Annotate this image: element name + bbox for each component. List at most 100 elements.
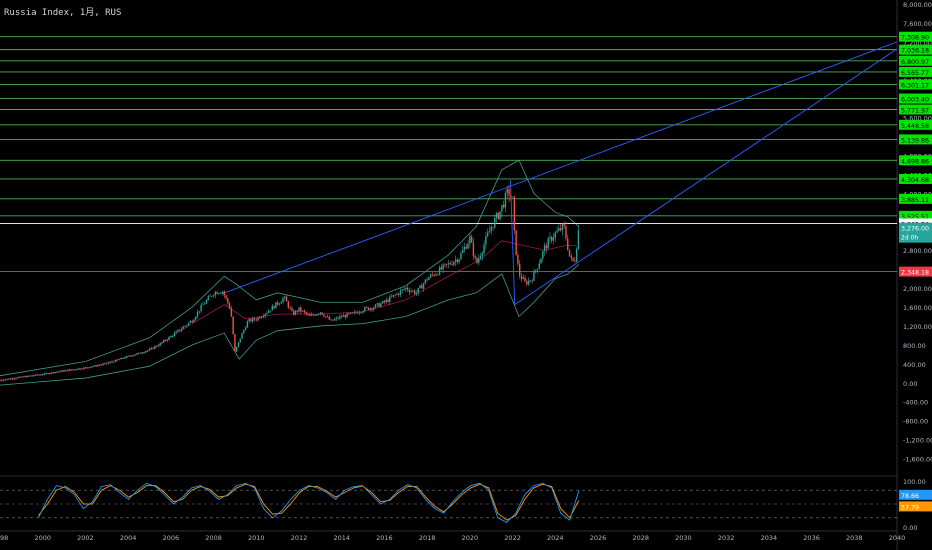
candle-body-92	[163, 340, 165, 343]
stochastic-pane	[0, 482, 897, 523]
candle-body-215	[381, 301, 384, 304]
level-label-3: 6,565.77	[901, 70, 929, 77]
candle-body-105	[186, 324, 188, 326]
candle-body-319	[567, 238, 569, 250]
candle-body-109	[193, 319, 195, 323]
price-tick-label: 8,000.00	[903, 1, 932, 9]
candle-body-107	[189, 321, 192, 323]
candle-body-184	[326, 316, 329, 318]
candle-body-52	[91, 366, 94, 368]
candle-body-10	[17, 377, 19, 379]
candle-body-251	[446, 263, 448, 265]
candle-body-76	[134, 354, 136, 356]
candle-body-308	[547, 238, 549, 249]
time-tick-label: 2018	[419, 534, 436, 542]
candle-body-276	[490, 226, 492, 231]
candle-body-175	[310, 314, 313, 316]
candle-body-171	[303, 310, 306, 313]
candle-body-20	[34, 374, 37, 376]
candle-body-279	[495, 213, 498, 218]
candle-body-190	[337, 317, 339, 319]
candle-body-174	[308, 314, 311, 316]
candle-body-246	[437, 274, 439, 276]
candle-body-305	[542, 251, 544, 259]
candle-body-42	[74, 369, 76, 371]
candle-body-290	[515, 230, 517, 255]
candle-body-206	[365, 307, 368, 309]
candle-body-265	[470, 236, 473, 243]
time-tick-label: 2020	[462, 534, 479, 542]
stoch-d-label-bg	[899, 501, 932, 512]
candle-body-250	[444, 263, 446, 265]
level-label-0-bg	[899, 31, 932, 42]
candle-body-65	[114, 359, 117, 362]
candle-body-39	[68, 369, 71, 371]
candle-body-254	[451, 264, 453, 266]
candle-body-57	[100, 364, 103, 366]
candle-body-222	[394, 294, 396, 296]
candle-body-300	[533, 271, 535, 281]
candle-body-256	[454, 259, 457, 262]
candle-body-108	[191, 321, 193, 323]
price-tick-label: 2,800.00	[903, 247, 932, 255]
candle-body-322	[572, 257, 574, 261]
level-label-12-bg	[899, 210, 932, 221]
candle-body-28	[49, 373, 51, 375]
candle-body-12	[20, 376, 23, 378]
candle-body-191	[339, 316, 341, 319]
candle-body-285	[506, 189, 508, 193]
candle-body-154	[273, 305, 275, 309]
candle-body-25	[43, 373, 46, 375]
level-label-2-bg	[899, 55, 932, 66]
candle-body-48	[84, 367, 87, 369]
candle-body-141	[250, 319, 252, 322]
candle-body-50	[88, 367, 90, 369]
candle-body-201	[357, 312, 359, 314]
candle-body-5	[8, 379, 10, 380]
chart-title: Russia Index, 1月, RUS	[4, 8, 122, 18]
candle-body-123	[218, 293, 220, 295]
candle-body-58	[102, 364, 104, 365]
candle-body-163	[289, 307, 291, 309]
candle-body-165	[292, 310, 295, 315]
candle-body-31	[54, 372, 56, 374]
candle-body-235	[417, 288, 419, 293]
candle-body-6	[9, 378, 12, 380]
level-label-0: 7,308.90	[901, 35, 929, 42]
candle-body-239	[424, 279, 427, 284]
candle-body-149	[264, 313, 266, 317]
candle-body-135	[239, 338, 241, 343]
candle-body-116	[205, 300, 208, 304]
candle-body-321	[570, 256, 573, 258]
candle-body-100	[177, 329, 179, 332]
series-bb-lower	[0, 264, 580, 386]
price-tick-label: 1,600.00	[903, 304, 932, 312]
price-tick-label: -1,600.00	[903, 456, 932, 464]
candle-body-155	[275, 302, 277, 309]
candle-body-303	[538, 263, 540, 269]
candle-body-130	[230, 308, 233, 317]
candle-body-282	[501, 204, 503, 212]
candle-body-157	[278, 303, 281, 305]
candle-body-113	[200, 305, 202, 312]
candle-body-103	[182, 326, 185, 329]
candle-body-24	[42, 374, 44, 376]
time-axis[interactable]: 1998 2000 2002 2004 2006 2008 2010 2012 2014 2016…	[0, 534, 905, 542]
candle-body-292	[518, 263, 521, 276]
candle-body-117	[207, 296, 209, 301]
candle-body-252	[447, 263, 450, 265]
candle-body-228	[405, 287, 407, 290]
candle-body-182	[323, 314, 325, 317]
price-tick-label: 800.00	[903, 342, 926, 350]
candle-body-197	[349, 312, 352, 314]
candle-body-70	[123, 357, 126, 359]
price-tick-label: 2,000.00	[903, 285, 932, 293]
candle-body-195	[346, 313, 348, 318]
candle-body-114	[202, 304, 204, 306]
candle-body-295	[524, 277, 526, 282]
candle-body-143	[253, 318, 256, 320]
candle-body-205	[364, 307, 366, 312]
time-tick-label: 2008	[205, 534, 222, 542]
candle-body-146	[259, 317, 261, 319]
